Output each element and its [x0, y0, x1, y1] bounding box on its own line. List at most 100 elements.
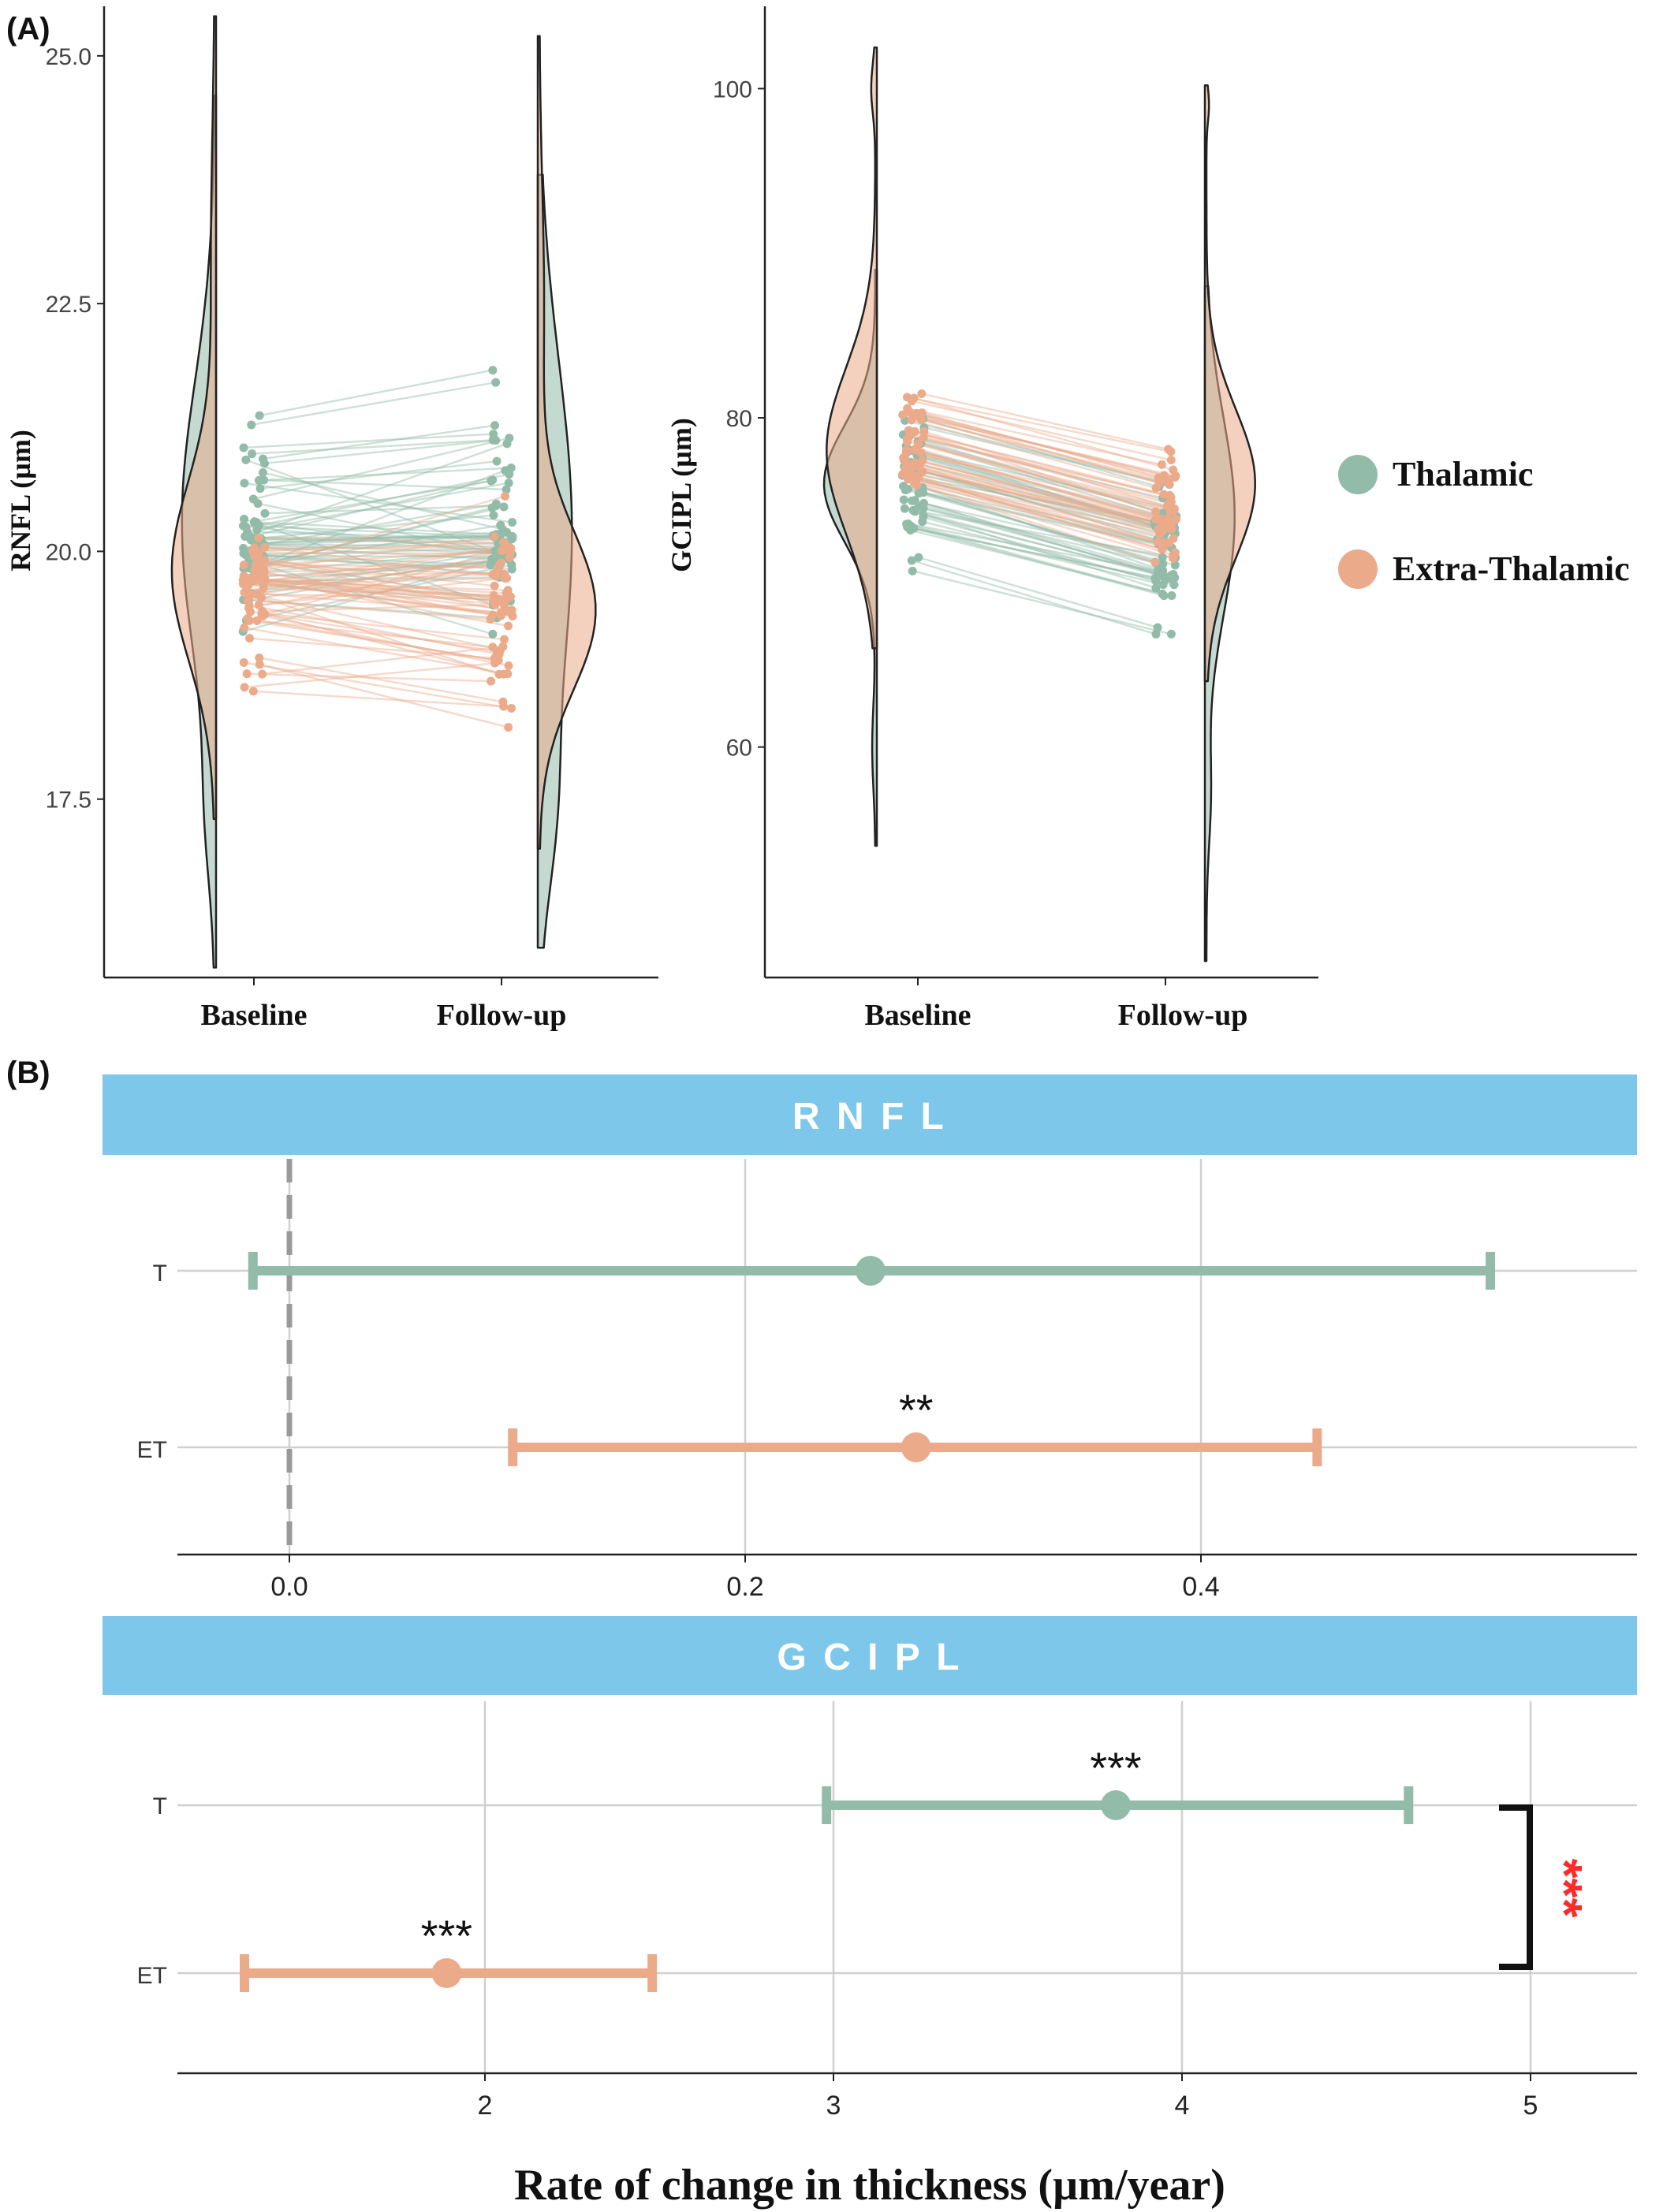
- paired-line: [258, 544, 498, 554]
- baseline-point: [900, 452, 909, 462]
- baseline-point: [247, 420, 256, 430]
- paired-line: [259, 560, 508, 613]
- followup-point: [1171, 515, 1180, 524]
- paired-line: [256, 592, 502, 614]
- paired-line: [922, 470, 1171, 530]
- paired-line: [247, 531, 512, 541]
- gcipl-ylabel-t: T: [153, 1793, 167, 1819]
- paired-line: [907, 438, 1168, 508]
- paired-line: [908, 478, 1176, 554]
- paired-line: [248, 599, 491, 620]
- followup-point: [502, 594, 512, 604]
- paired-line: [921, 411, 1159, 479]
- followup-point: [502, 439, 512, 449]
- paired-line: [255, 536, 495, 539]
- baseline-point: [905, 408, 915, 417]
- paired-line: [922, 520, 1175, 586]
- paired-line: [249, 637, 495, 660]
- baseline-point: [248, 687, 258, 696]
- baseline-point: [914, 471, 923, 481]
- paired-line: [912, 500, 1163, 559]
- paired-line: [263, 571, 493, 616]
- paired-line: [245, 547, 505, 557]
- paired-line: [263, 471, 503, 531]
- followup-point: [494, 669, 504, 679]
- paired-line: [264, 546, 497, 578]
- paired-line: [907, 467, 1173, 532]
- gcipl-forest-marks: *** ***: [240, 1743, 1414, 1992]
- paired-line: [256, 482, 509, 531]
- baseline-point: [907, 556, 916, 565]
- paired-line: [911, 419, 1157, 490]
- paired-line: [264, 559, 495, 587]
- paired-line: [914, 499, 1171, 579]
- paired-line: [244, 661, 512, 709]
- followup-point: [1153, 537, 1162, 546]
- followup-point: [490, 421, 499, 430]
- paired-line: [921, 419, 1169, 486]
- followup-point: [494, 594, 504, 604]
- paired-line: [919, 466, 1164, 544]
- paired-line: [923, 430, 1175, 510]
- rnfl-forest-grid: [177, 1159, 1637, 1555]
- followup-point: [498, 642, 508, 651]
- paired-line: [902, 474, 1174, 527]
- baseline-point: [907, 415, 916, 425]
- baseline-point: [254, 575, 263, 584]
- paired-line: [907, 463, 1160, 535]
- significance-et: **: [899, 1385, 934, 1435]
- paired-line: [906, 475, 1165, 546]
- y-tick-label-1: 20.0: [46, 539, 91, 565]
- followup-point: [491, 378, 501, 387]
- baseline-point: [901, 486, 910, 495]
- paired-line: [253, 557, 513, 571]
- rnfl-xtick-label-baseline: Baseline: [200, 999, 307, 1032]
- paired-line: [911, 471, 1162, 525]
- paired-line: [244, 591, 501, 651]
- gcipl-forest-x-ticks: 2 3 4 5: [478, 2073, 1538, 2121]
- x-axis-title: Rate of change in thickness (µm/year): [514, 2161, 1225, 2210]
- baseline-point: [252, 517, 261, 527]
- followup-point: [1153, 623, 1162, 632]
- paired-line: [912, 509, 1176, 559]
- x-tick-label-1: 3: [826, 2091, 841, 2121]
- followup-point: [486, 614, 495, 624]
- paired-line: [263, 561, 493, 582]
- paired-line: [904, 456, 1165, 526]
- baseline-point: [915, 463, 924, 472]
- paired-line: [915, 451, 1159, 528]
- paired-line: [904, 419, 1163, 483]
- baseline-point: [244, 580, 253, 590]
- x-tick-label-2: 0.4: [1182, 1572, 1219, 1602]
- estimate-point-t: [1101, 1790, 1132, 1820]
- paired-line: [252, 559, 498, 595]
- paired-line: [922, 456, 1160, 530]
- paired-line: [243, 524, 500, 538]
- gcipl-y-axis-label: GCIPL (µm): [666, 418, 697, 572]
- followup-point: [488, 642, 498, 652]
- paired-line: [920, 451, 1168, 520]
- rnfl-forest-x-ticks: 0.0 0.2 0.4: [270, 1555, 1220, 1602]
- baseline-point: [240, 479, 249, 488]
- paired-line: [248, 553, 504, 601]
- paired-line: [910, 430, 1172, 498]
- followup-point: [504, 621, 513, 631]
- baseline-point: [254, 475, 263, 485]
- baseline-point: [248, 449, 257, 459]
- followup-point: [487, 476, 496, 486]
- paired-line: [909, 435, 1164, 496]
- rnfl-strip: [103, 1074, 1637, 1155]
- paired-line: [255, 507, 493, 568]
- baseline-point: [259, 459, 269, 468]
- paired-line: [263, 555, 505, 558]
- gcipl-violins: [822, 46, 1256, 963]
- baseline-point: [901, 464, 910, 473]
- rnfl-xtick-label-followup: Follow-up: [437, 999, 567, 1032]
- rnfl-ylabel-t: T: [153, 1261, 167, 1287]
- estimate-point-t: [855, 1256, 886, 1286]
- paired-line: [915, 483, 1156, 564]
- paired-line: [263, 578, 506, 594]
- rnfl-forest-plot: R N F L ** 0.0 0.2 0.4 T ET: [103, 1074, 1637, 1602]
- baseline-point: [241, 455, 251, 464]
